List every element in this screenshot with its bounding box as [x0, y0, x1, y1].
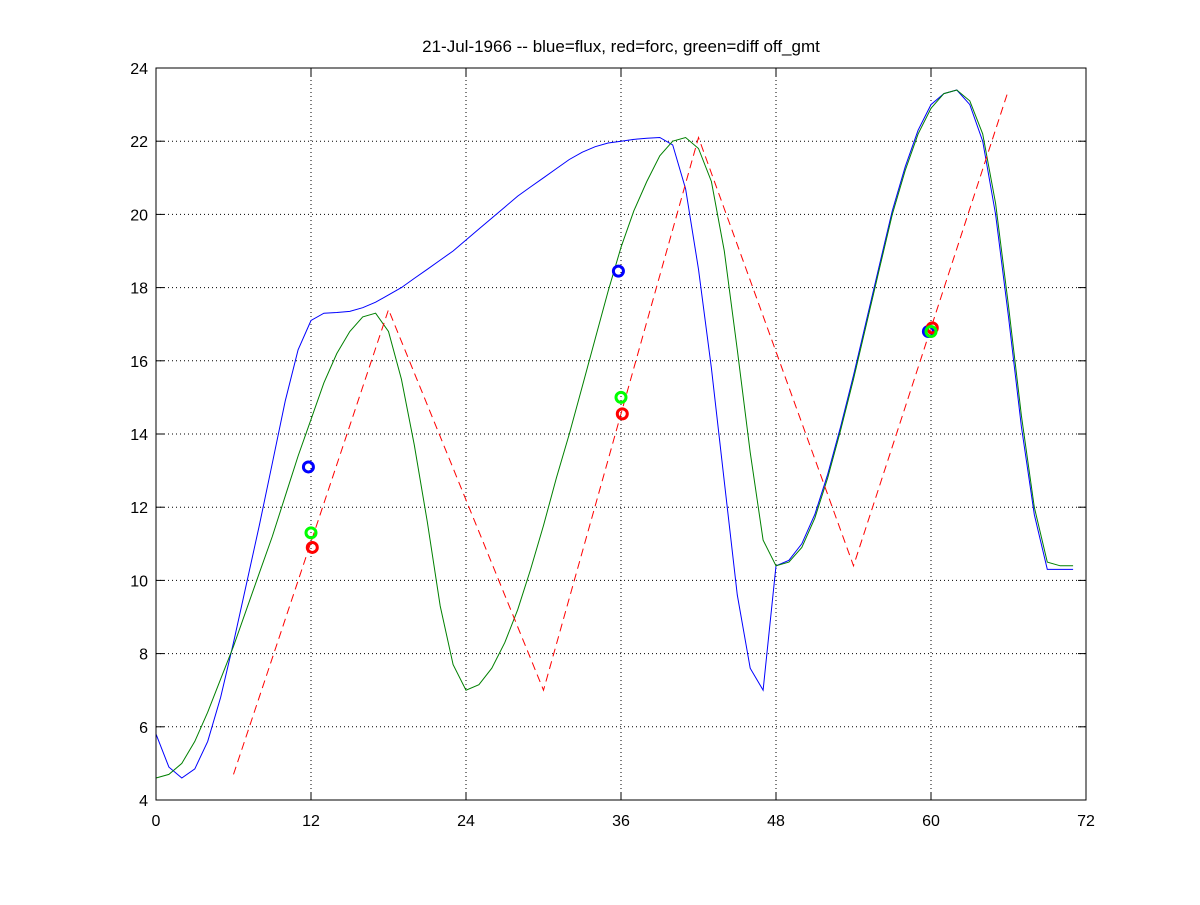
y-tick-label: 4	[139, 793, 148, 810]
x-tick-label: 36	[612, 813, 630, 830]
x-tick-label: 60	[922, 813, 940, 830]
y-tick-label: 10	[130, 573, 148, 590]
y-tick-label: 22	[130, 134, 148, 151]
flux-marker	[611, 264, 625, 278]
x-tick-label: 72	[1077, 813, 1095, 830]
diff-marker	[924, 325, 938, 339]
chart-title: 21-Jul-1966 -- blue=flux, red=forc, gree…	[422, 37, 820, 56]
diff-marker	[304, 526, 318, 540]
flux-marker	[301, 460, 315, 474]
diff-marker	[614, 390, 628, 404]
x-tick-label: 48	[767, 813, 785, 830]
forc-line	[233, 89, 1009, 775]
flux-line	[155, 89, 1074, 779]
y-tick-label: 24	[130, 61, 148, 78]
x-tick-label: 12	[302, 813, 320, 830]
y-tick-label: 8	[139, 647, 148, 664]
x-tick-label: 0	[152, 813, 161, 830]
y-tick-label: 18	[130, 281, 148, 298]
y-tick-label: 6	[139, 720, 148, 737]
ticks: 0 12 24 36 48 60 72 4 6 8 10 12 14 16 18 20 22 24	[130, 61, 1095, 830]
markers	[301, 264, 939, 554]
x-tick-label: 24	[457, 813, 475, 830]
forc-marker	[305, 540, 319, 554]
y-tick-label: 16	[130, 354, 148, 371]
forc-marker	[615, 407, 629, 421]
y-tick-label: 20	[130, 207, 148, 224]
y-tick-label: 12	[130, 500, 148, 517]
y-tick-label: 14	[130, 427, 148, 444]
